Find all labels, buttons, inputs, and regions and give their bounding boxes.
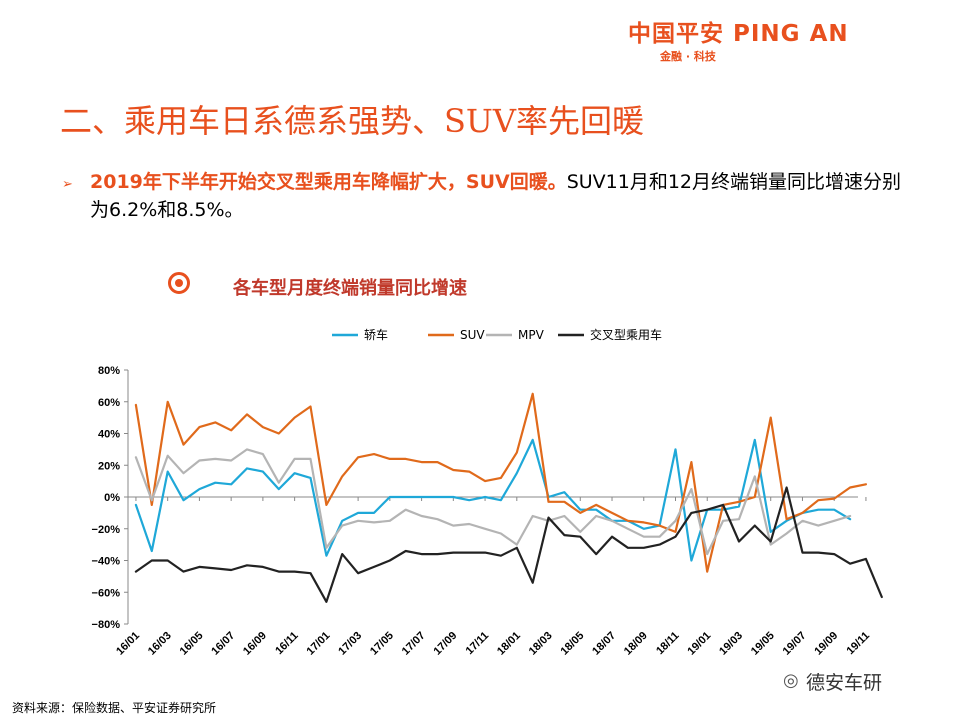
- legend-label: 交叉型乘用车: [590, 327, 662, 342]
- y-tick-label: −60%: [92, 587, 121, 599]
- target-icon: [168, 272, 190, 294]
- x-tick-label: 18/01: [495, 630, 523, 658]
- bullet-paragraph: 2019年下半年开始交叉型乘用车降幅扩大，SUV回暖。SUV11月和12月终端销…: [90, 168, 910, 224]
- y-tick-label: −80%: [92, 619, 121, 631]
- series-line-轿车: [134, 438, 852, 562]
- x-tick-label: 17/05: [368, 630, 396, 658]
- page-title: 二、乘用车日系德系强势、SUV率先回暖: [60, 102, 645, 140]
- y-tick-label: 40%: [98, 429, 120, 441]
- y-tick-label: 0%: [104, 492, 120, 504]
- x-axis: 16/01 16/03 16/05 16/07 16/09 16/11 17/01 17/03…: [114, 496, 873, 658]
- logo-subtitle: 金融 · 科技: [660, 50, 716, 63]
- x-tick-label: 19/11: [845, 630, 873, 658]
- wechat-icon: ◎: [783, 670, 799, 691]
- watermark-text: 德安车研: [806, 672, 883, 694]
- x-tick-label: 18/03: [527, 630, 555, 658]
- x-tick-label: 18/05: [558, 630, 586, 658]
- x-tick-label: 16/09: [241, 630, 269, 658]
- x-tick-label: 18/09: [622, 630, 650, 658]
- x-tick-label: 16/11: [273, 630, 301, 658]
- x-tick-label: 17/07: [400, 630, 428, 658]
- bullet-highlight: 2019年下半年开始交叉型乘用车降幅扩大，SUV回暖。: [90, 171, 567, 193]
- x-tick-label: 16/07: [209, 630, 237, 658]
- x-tick-label: 19/07: [781, 630, 809, 658]
- x-tick-label: 19/05: [749, 630, 777, 658]
- y-tick-label: −40%: [92, 556, 121, 568]
- source-note: 资料来源：保险数据、平安证券研究所: [12, 701, 217, 715]
- logo-en: PING AN: [733, 21, 849, 47]
- x-tick-label: 16/03: [146, 630, 174, 658]
- series-line-交叉型乘用车: [134, 486, 883, 603]
- y-tick-label: 60%: [98, 397, 120, 409]
- legend-label: 轿车: [364, 327, 388, 342]
- legend-label: SUV: [460, 328, 485, 342]
- x-tick-label: 17/03: [336, 630, 364, 658]
- y-tick-label: 20%: [98, 460, 120, 472]
- x-tick-label: 18/07: [590, 630, 618, 658]
- y-axis: 80% 60% 40% 20% 0% −20% −40% −60% −80%: [92, 365, 129, 631]
- x-tick-label: 17/01: [305, 630, 333, 658]
- chart-title: 各车型月度终端销量同比增速: [233, 278, 467, 299]
- pingan-logo: 中国平安 PING AN: [628, 14, 849, 48]
- logo-cn: 中国平安: [628, 21, 724, 47]
- series-lines: [134, 392, 883, 603]
- series-line-MPV: [134, 448, 852, 556]
- y-tick-label: 80%: [98, 365, 120, 377]
- y-tick-label: −20%: [92, 524, 121, 536]
- series-line-SUV: [134, 392, 868, 573]
- x-tick-label: 16/05: [178, 630, 206, 658]
- x-tick-label: 19/01: [685, 630, 713, 658]
- x-tick-label: 16/01: [114, 630, 142, 658]
- x-tick-label: 19/09: [812, 630, 840, 658]
- x-tick-label: 17/09: [431, 630, 459, 658]
- x-tick-label: 19/03: [717, 630, 745, 658]
- legend-label: MPV: [518, 328, 545, 342]
- chart-legend: 轿车 SUV MPV 交叉型乘用车: [332, 327, 662, 342]
- bullet-arrow-icon: ➢: [62, 177, 73, 192]
- x-tick-label: 18/11: [654, 630, 682, 658]
- bullet-rest: SUV11月和12月终端销量同比增速分别为6.2%和8.5%。: [90, 171, 902, 221]
- x-tick-label: 17/11: [464, 630, 492, 658]
